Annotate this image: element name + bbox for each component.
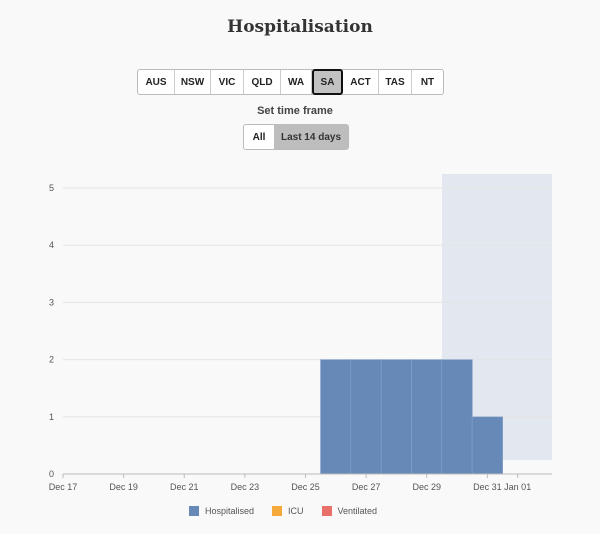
y-tick-label: 1 [49,412,54,422]
x-tick-label: Dec 17 [49,482,78,492]
x-tick-label: Dec 29 [412,482,441,492]
region-button-nsw[interactable]: NSW [175,70,211,94]
region-button-qld[interactable]: QLD [244,70,281,94]
page-title: Hospitalisation [227,17,373,37]
region-button-wa[interactable]: WA [281,70,312,94]
bar-hospitalised [411,359,443,475]
timeframe-selector: All Last 14 days [243,124,349,150]
legend-item-ventilated: Ventilated [321,506,378,516]
region-button-tas[interactable]: TAS [379,70,412,94]
bar-hospitalised [471,416,503,475]
legend-item-hospitalised: Hospitalised [189,506,254,516]
y-tick-label: 5 [49,183,54,193]
y-tick-label: 3 [49,297,54,307]
legend-label: ICU [288,506,304,516]
x-tick-label: Jan 01 [504,482,531,492]
x-tick-label: Dec 19 [109,482,138,492]
region-button-aus[interactable]: AUS [138,70,175,94]
legend-swatch [189,506,199,516]
timeframe-option-all[interactable]: All [252,131,266,143]
bar-hospitalised [441,359,473,475]
timeframe-label: Set time frame [257,105,333,117]
x-tick-label: Dec 23 [231,482,260,492]
bar-hospitalised [350,359,382,475]
x-tick-label: Dec 31 [473,482,502,492]
legend-item-icu: ICU [272,506,304,516]
bar-hospitalised [320,359,352,475]
y-tick-label: 4 [49,240,54,250]
legend-label: Ventilated [337,506,378,516]
y-tick-label: 2 [49,355,54,365]
x-tick-label: Dec 25 [291,482,320,492]
region-button-nt[interactable]: NT [420,76,435,88]
region-button-act[interactable]: ACT [343,70,379,94]
x-tick-label: Dec 27 [352,482,381,492]
y-tick-label: 0 [49,469,54,479]
legend-swatch [321,506,332,516]
x-tick-label: Dec 21 [170,482,199,492]
legend-swatch [272,506,283,516]
region-button-vic[interactable]: VIC [211,70,244,94]
bar-hospitalised [380,359,413,475]
legend-label: Hospitalised [205,506,255,516]
chart-legend: Hospitalised ICU Ventilated [189,506,395,516]
region-selector: AUS NSW VIC QLD WA SA ACT TAS NT [137,69,444,95]
region-button-sa[interactable]: SA [312,69,343,95]
timeframe-option-last-14-days[interactable]: Last 14 days [274,125,348,149]
